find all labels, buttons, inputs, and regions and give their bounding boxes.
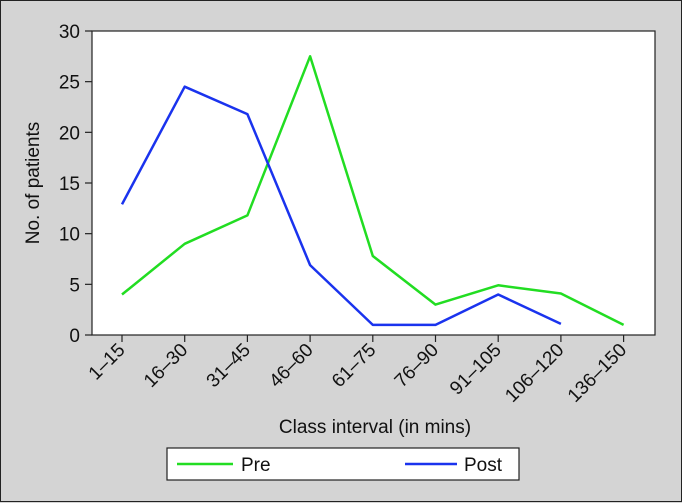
x-tick-label: 106–120 (501, 340, 568, 407)
y-tick-label: 5 (69, 275, 80, 296)
series-line-pre (121, 55, 625, 327)
legend-label-pre: Pre (241, 455, 271, 476)
x-tick-label: 31–45 (203, 340, 255, 392)
x-tick-label: 91–105 (446, 340, 506, 400)
legend: Pre Post (166, 447, 520, 481)
x-tick-label: 1–15 (85, 340, 130, 385)
x-tick-label: 16–30 (140, 340, 192, 392)
y-tick-label: 15 (59, 174, 80, 195)
y-tick-label: 10 (59, 225, 80, 246)
y-tick-label: 25 (59, 73, 80, 94)
x-axis: 1–15 16–30 31–45 46–60 61–75 76–90 91–105106–1… (85, 335, 631, 407)
y-tick-label: 20 (59, 123, 80, 144)
y-axis-title: No. of patients (23, 122, 44, 245)
legend-box (166, 447, 520, 481)
y-tick-label: 30 (59, 22, 80, 43)
x-tick-label: 76–90 (391, 340, 443, 392)
plot-area (91, 30, 656, 336)
series-lines (120, 55, 625, 327)
y-tick-label: 0 (69, 326, 80, 347)
y-axis: 0 5 10 15 20 25 30 (59, 22, 92, 347)
x-tick-label: 136–150 (564, 340, 631, 407)
x-tick-label: 61–75 (328, 340, 380, 392)
x-axis-title: Class interval (in mins) (279, 417, 471, 438)
series-line-post (120, 85, 562, 327)
x-tick-label: 46–60 (265, 340, 317, 392)
legend-label-post: Post (464, 455, 503, 476)
